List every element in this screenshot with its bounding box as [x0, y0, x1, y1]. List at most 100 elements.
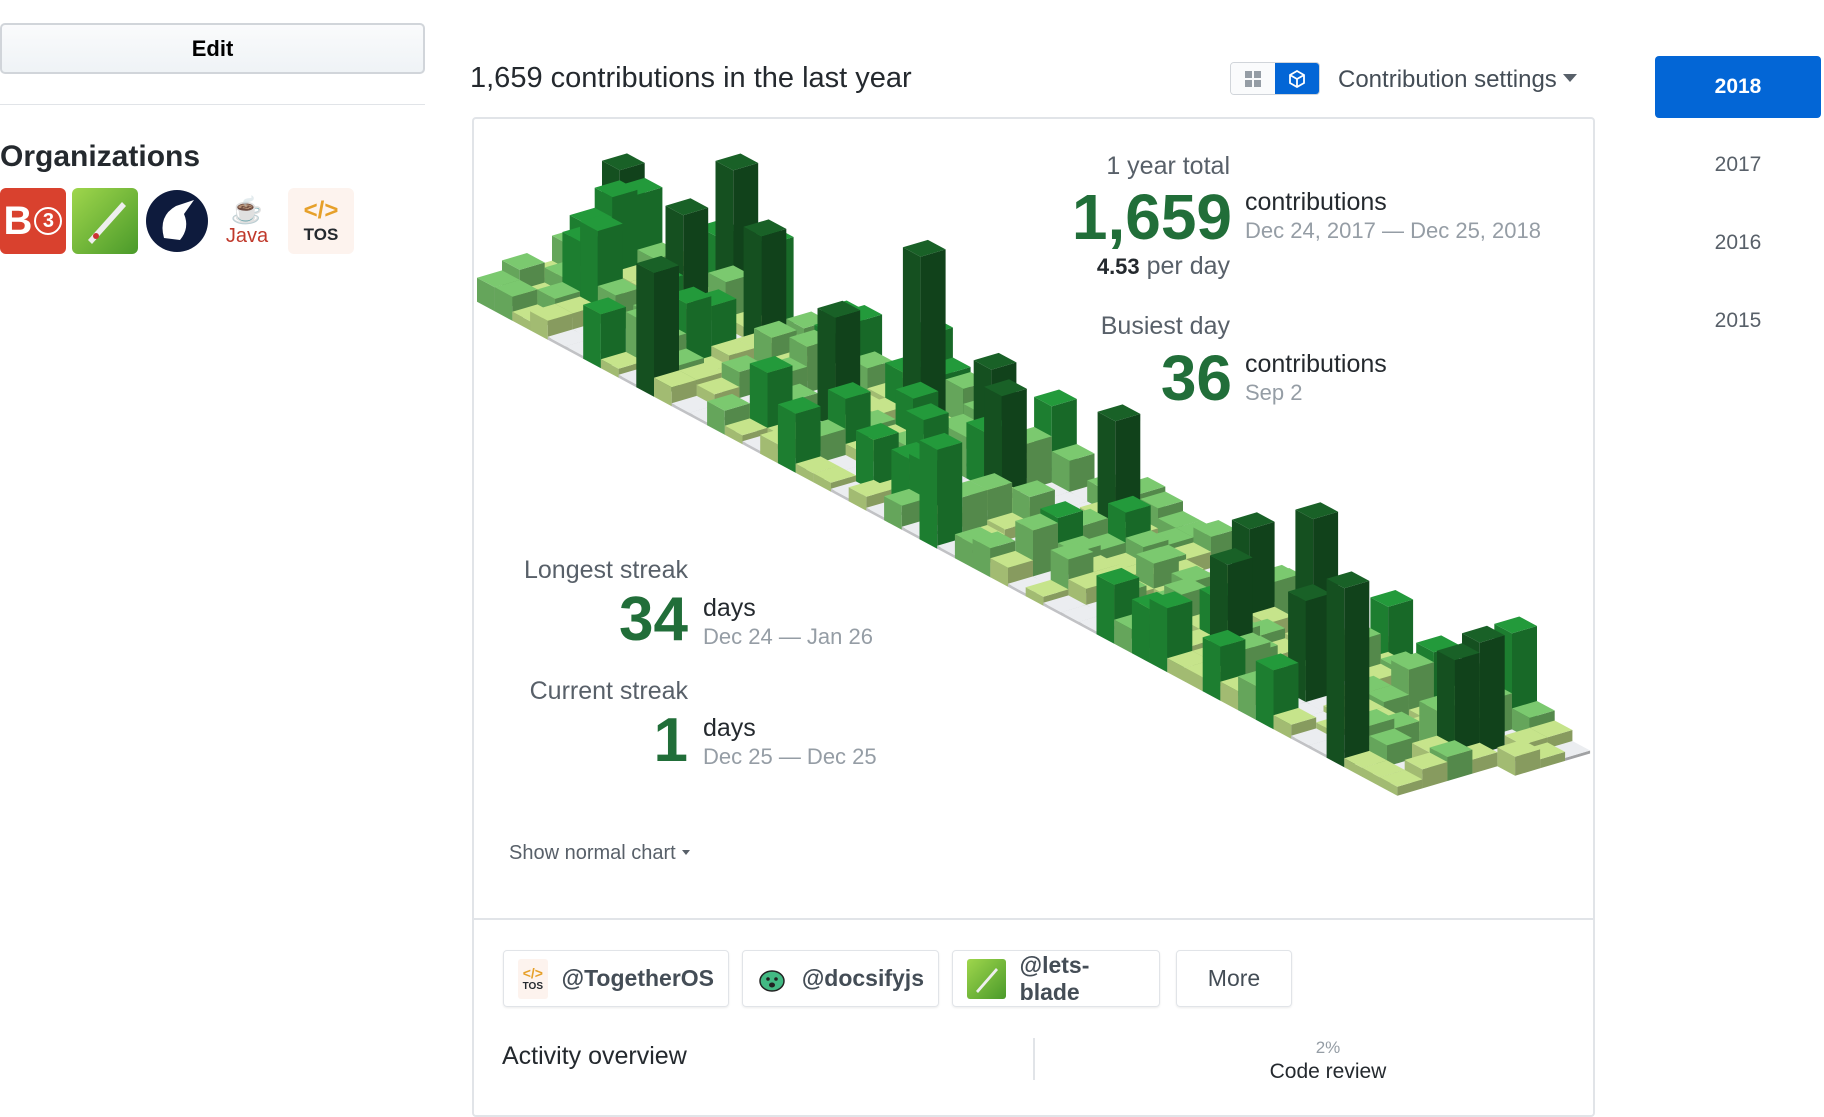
day-bar-top	[848, 479, 892, 497]
code-review-label: Code review	[1269, 1060, 1387, 1083]
day-bar-top	[1273, 707, 1317, 725]
day-bar-top	[1140, 491, 1183, 509]
day-bar-top	[636, 255, 679, 273]
day-bar-top	[1255, 653, 1299, 671]
day-bar-top	[1025, 579, 1069, 597]
day-bar-front	[494, 287, 513, 321]
code-review-percent: 2%	[1315, 1038, 1341, 1057]
activity-divider	[1033, 1038, 1035, 1080]
day-bar-top	[715, 153, 759, 171]
day-bar-front	[1362, 767, 1380, 787]
day-bar-side	[1291, 717, 1317, 739]
day-bar-top	[973, 352, 1017, 370]
day-bar-top	[860, 397, 903, 415]
day-bar-top	[902, 239, 946, 257]
day-bar-front	[743, 226, 762, 351]
day-bar-top	[555, 296, 598, 314]
day-bar-top	[1210, 548, 1253, 565]
day-bar-top	[1231, 512, 1275, 530]
show-normal-chart-link[interactable]: Show normal chart	[509, 842, 690, 865]
day-bar-front	[1497, 747, 1516, 776]
day-bar-front	[1051, 451, 1070, 495]
day-bar-front	[966, 422, 985, 491]
day-bar-side	[1565, 750, 1591, 761]
org-avatar-lets-blade[interactable]	[72, 188, 138, 254]
day-bar-top	[972, 531, 1016, 549]
per-day-label: per day	[1146, 252, 1230, 280]
day-bar-front	[618, 374, 637, 388]
day-bar-top	[707, 393, 750, 411]
day-bar-side	[820, 429, 846, 466]
day-bar-front	[937, 545, 955, 559]
grid-icon	[1245, 70, 1261, 87]
longest-streak-range: Dec 24 — Jan 26	[703, 624, 873, 649]
day-bar-top	[477, 270, 520, 288]
edit-button[interactable]: Edit	[0, 23, 425, 74]
more-orgs-button[interactable]: More	[1176, 950, 1292, 1007]
day-bar-front	[1096, 575, 1115, 644]
day-bar-top	[1295, 502, 1339, 520]
day-bar-front	[990, 558, 1008, 587]
day-bar-top	[990, 550, 1033, 568]
longest-streak-label: Longest streak	[524, 556, 688, 584]
org-avatar-java[interactable]: ☕ Java	[225, 194, 269, 247]
year-2018[interactable]: 2018	[1655, 56, 1821, 118]
year-2017[interactable]: 2017	[1714, 153, 1762, 176]
day-bar-front	[530, 311, 548, 340]
org-filter-togetheros[interactable]: </> TOS @TogetherOS	[503, 950, 729, 1007]
year-2016[interactable]: 2016	[1714, 231, 1762, 254]
day-bar-front	[954, 534, 973, 568]
day-bar-front	[671, 403, 690, 416]
day-bar-side	[1249, 521, 1275, 634]
day-bar-front	[512, 311, 531, 331]
day-bar-front	[884, 496, 902, 530]
day-bar-side	[1515, 749, 1541, 776]
day-bar-side	[1454, 652, 1480, 765]
day-bar-top	[827, 382, 871, 399]
org-filter-lets-blade[interactable]: @lets-blade	[952, 950, 1160, 1007]
day-bar-top	[602, 153, 645, 171]
day-bar-top	[777, 396, 821, 414]
caret-down-icon	[681, 850, 690, 856]
day-bar-top	[1497, 739, 1541, 757]
year-2015[interactable]: 2015	[1714, 309, 1762, 332]
day-bar-top	[1008, 576, 1051, 594]
day-bar-top	[1050, 542, 1094, 560]
contribution-settings-dropdown[interactable]: Contribution settings	[1338, 66, 1577, 94]
day-bar-front	[1061, 612, 1079, 625]
day-bar-top	[597, 278, 641, 296]
day-bar-side	[654, 265, 679, 397]
day-bar-top	[708, 265, 751, 283]
panel-divider	[472, 918, 1595, 920]
per-day-value: 4.53	[1096, 254, 1140, 279]
day-bar-front	[1167, 658, 1185, 682]
day-bar-top	[984, 379, 1027, 397]
day-bar-top	[1108, 495, 1151, 513]
org-avatar-tos[interactable]: </> TOS	[288, 188, 354, 254]
day-bar-top	[1512, 701, 1555, 718]
day-bar-top	[1462, 625, 1505, 643]
org-avatar-unicorn[interactable]	[144, 188, 210, 254]
day-bar-front	[1185, 667, 1203, 692]
day-bar-top	[813, 465, 856, 483]
cube-icon	[1289, 69, 1305, 88]
day-bar-front	[1291, 735, 1309, 749]
day-bar-top	[1040, 501, 1083, 518]
day-bar-front	[984, 386, 1002, 501]
day-bar-side	[1388, 599, 1414, 666]
day-bar-top	[1249, 606, 1293, 624]
grid-view-button[interactable]	[1231, 63, 1275, 94]
day-bar-top	[724, 418, 768, 436]
org-filter-docsifyjs[interactable]: @docsifyjs	[742, 950, 939, 1007]
day-bar-top	[1291, 728, 1334, 746]
day-bar-top	[1379, 769, 1423, 787]
divider	[0, 104, 425, 105]
day-bar-front	[1068, 579, 1087, 608]
day-bar-front	[583, 304, 601, 369]
isometric-view-button[interactable]	[1275, 63, 1319, 94]
day-bar-front	[919, 440, 938, 549]
day-bar-top	[1164, 577, 1207, 595]
day-bar-top	[1202, 629, 1246, 647]
day-bar-side	[1026, 436, 1052, 493]
